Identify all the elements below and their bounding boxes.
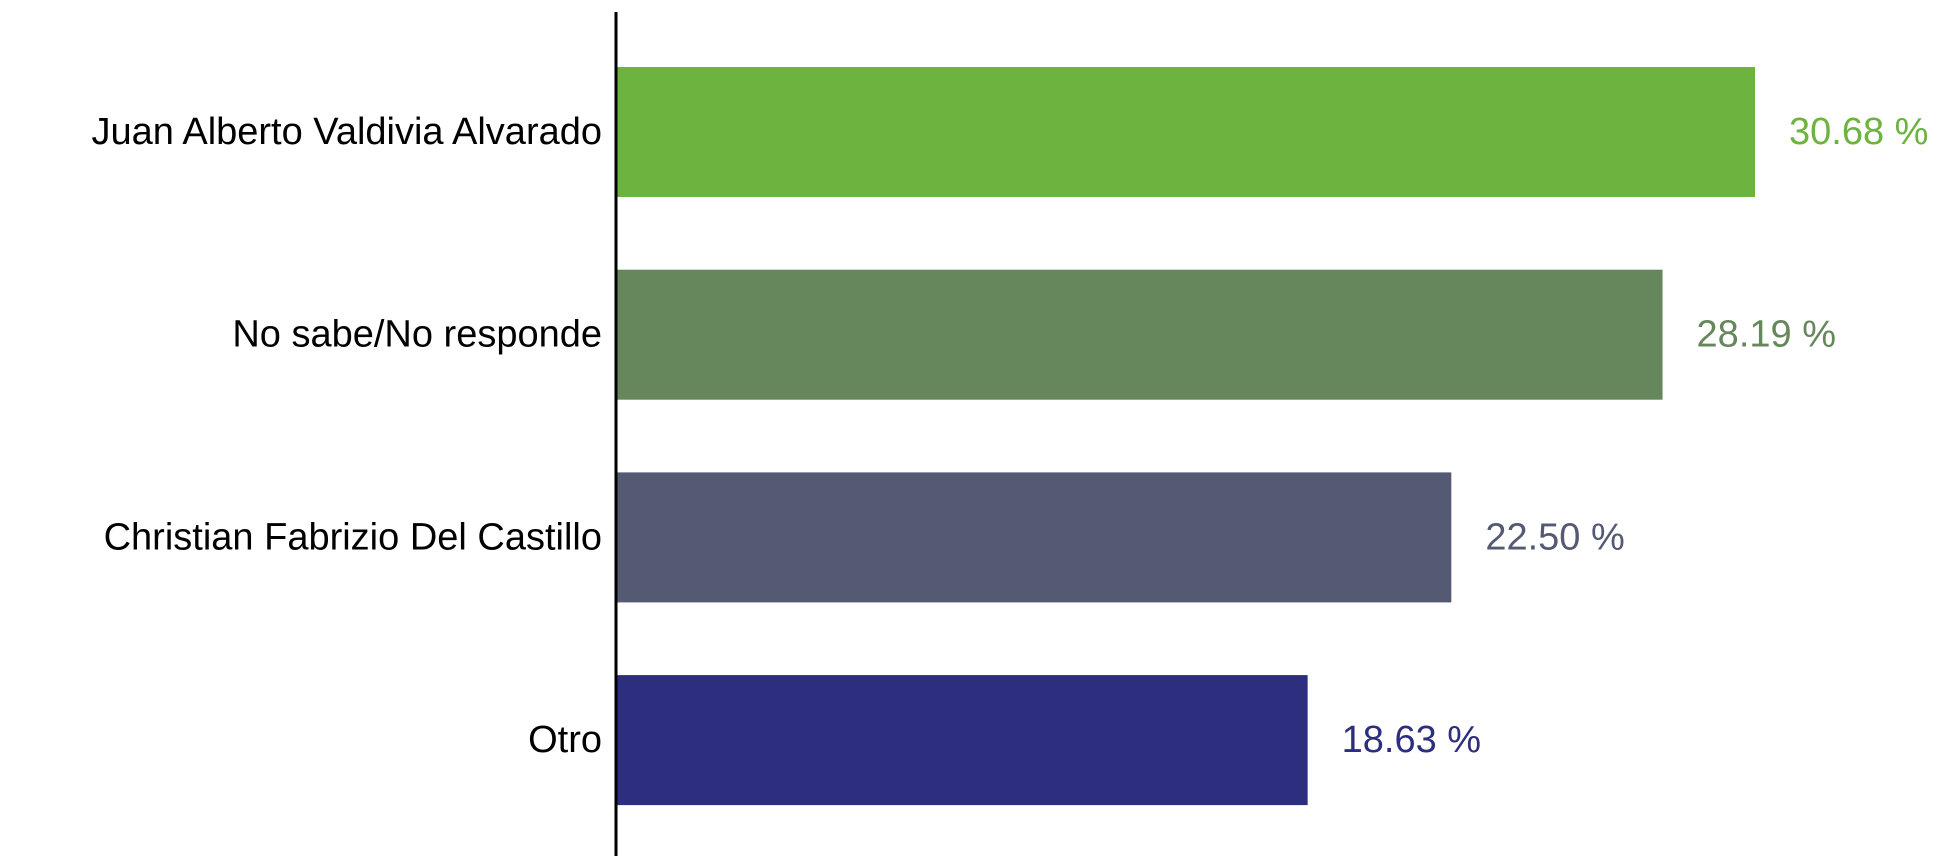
bars-group: Juan Alberto Valdivia Alvarado 30.68 % No … [91, 67, 1928, 806]
bar-0 [616, 67, 1755, 197]
category-label-3: Otro [528, 719, 602, 761]
bar-2 [616, 472, 1452, 603]
bar-1 [616, 269, 1663, 400]
value-label-2: 22.50 % [1485, 516, 1624, 558]
value-label-0: 30.68 % [1789, 111, 1928, 153]
category-label-1: No sabe/No responde [232, 314, 602, 356]
value-label-3: 18.63 % [1342, 719, 1481, 761]
value-label-1: 28.19 % [1697, 314, 1836, 356]
category-label-0: Juan Alberto Valdivia Alvarado [91, 111, 602, 153]
bar-3 [616, 675, 1308, 806]
category-label-2: Christian Fabrizio Del Castillo [104, 516, 602, 558]
